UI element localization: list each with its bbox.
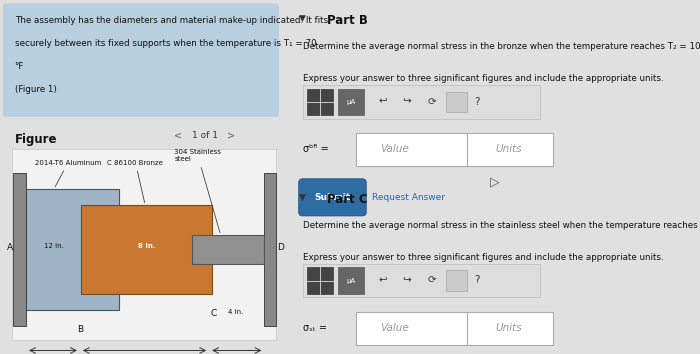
Text: ↩: ↩ [378,97,387,107]
FancyBboxPatch shape [303,85,540,119]
Text: Value: Value [381,323,409,333]
Text: Express your answer to three significant figures and include the appropriate uni: Express your answer to three significant… [303,253,664,262]
Text: ▷: ▷ [491,176,500,189]
Text: Express your answer to three significant figures and include the appropriate uni: Express your answer to three significant… [303,74,664,83]
FancyBboxPatch shape [356,133,552,166]
Bar [265,173,276,326]
Text: 4 in.: 4 in. [228,309,243,314]
FancyBboxPatch shape [337,88,364,115]
Text: 12 in.: 12 in. [44,243,64,249]
FancyBboxPatch shape [356,312,552,345]
Text: σₛₜ =: σₛₜ = [303,323,327,333]
FancyBboxPatch shape [299,179,366,216]
FancyBboxPatch shape [307,267,333,294]
Bar [81,205,212,294]
Text: ?: ? [474,275,480,285]
Text: <: < [174,131,183,141]
Text: σᵇᴿ =: σᵇᴿ = [303,144,328,154]
Text: μA: μA [346,278,356,284]
Text: 304 Stainless
steel: 304 Stainless steel [174,149,221,233]
FancyBboxPatch shape [307,88,333,115]
Text: ▼: ▼ [299,193,306,202]
FancyBboxPatch shape [3,4,279,117]
Text: Units: Units [496,144,522,154]
Text: 8 in.: 8 in. [138,243,155,249]
Text: Value: Value [381,144,409,154]
Text: securely between its fixed supports when the temperature is T₁ = 70: securely between its fixed supports when… [15,39,316,48]
Text: C: C [211,309,216,318]
FancyBboxPatch shape [337,267,364,294]
Text: A: A [7,243,13,252]
Text: Request Answer: Request Answer [372,193,445,202]
Text: ?: ? [474,97,480,107]
Text: Part B: Part B [328,14,368,27]
FancyBboxPatch shape [12,149,276,340]
Text: C 86100 Bronze: C 86100 Bronze [108,160,163,202]
FancyBboxPatch shape [446,270,467,291]
Text: Part C: Part C [328,193,368,206]
Text: ↩: ↩ [378,275,387,285]
Text: B: B [77,325,83,334]
Text: ⟳: ⟳ [428,275,436,285]
Text: Determine the average normal stress in the bronze when the temperature reaches T: Determine the average normal stress in t… [303,42,700,51]
Text: The assembly has the diameters and material make-up indicated. It fits: The assembly has the diameters and mater… [15,16,328,25]
Text: ⟳: ⟳ [428,97,436,107]
Text: Units: Units [496,323,522,333]
Text: 1 of 1: 1 of 1 [192,131,218,140]
Text: ↪: ↪ [402,275,412,285]
Text: ▼: ▼ [299,14,306,23]
Text: D: D [277,243,284,252]
Text: Submit: Submit [314,193,351,202]
Text: ↪: ↪ [402,97,412,107]
Text: 2014-T6 Aluminum: 2014-T6 Aluminum [35,160,101,187]
Text: Determine the average normal stress in the stainless steel when the temperature : Determine the average normal stress in t… [303,221,700,230]
Text: >: > [227,131,235,141]
Text: Figure: Figure [15,133,57,146]
Bar [13,173,26,326]
Text: (Figure 1): (Figure 1) [15,85,57,94]
Bar [26,189,119,310]
Text: μA: μA [346,99,356,105]
FancyBboxPatch shape [303,264,540,297]
Bar [192,235,265,264]
FancyBboxPatch shape [446,92,467,112]
Text: °F: °F [15,62,24,71]
